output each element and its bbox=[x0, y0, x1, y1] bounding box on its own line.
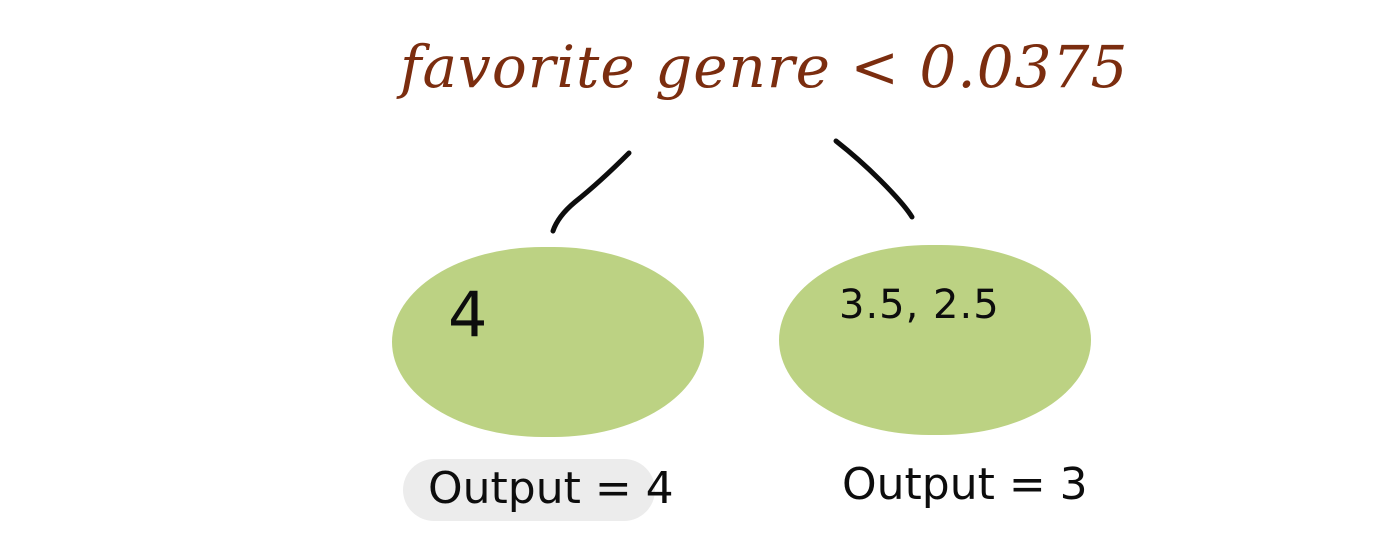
right-leaf-node: 3.5, 2.5 bbox=[779, 245, 1091, 435]
right-branch-edge bbox=[833, 138, 915, 220]
left-branch-edge bbox=[550, 150, 632, 234]
left-leaf-output: Output = 4 bbox=[428, 463, 674, 514]
left-output-highlight bbox=[403, 459, 655, 521]
right-leaf-output: Output = 3 bbox=[842, 459, 1088, 510]
left-leaf-node: 4 bbox=[392, 247, 704, 437]
left-leaf-values: 4 bbox=[448, 278, 488, 351]
right-leaf-values: 3.5, 2.5 bbox=[839, 282, 1000, 328]
